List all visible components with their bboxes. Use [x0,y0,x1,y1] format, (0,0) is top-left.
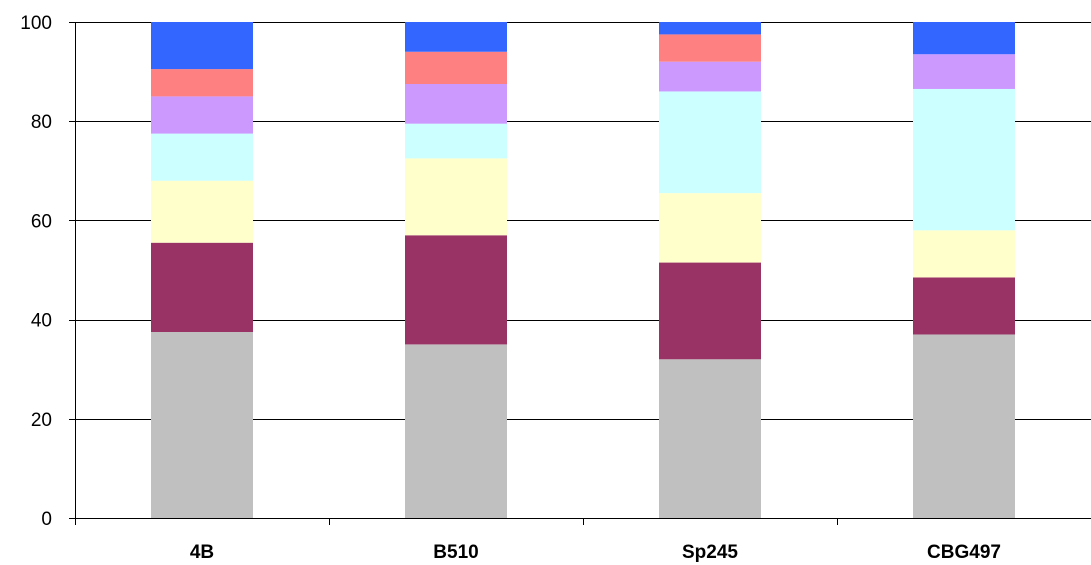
x-category-label: B510 [433,542,478,563]
bar-segment-CBG497-3 [913,88,1015,231]
y-tick-label: 40 [31,311,52,332]
bar-segment-Sp245-3 [659,91,761,194]
bar-segment-Sp245-4 [659,61,761,92]
bar-segment-B510-0 [405,344,507,518]
bar-segment-4B-0 [151,332,253,518]
bar-segment-Sp245-2 [659,193,761,263]
y-tick-label: 20 [31,410,52,431]
axes [69,22,1091,525]
y-tick-label: 0 [41,509,52,530]
bar-segment-CBG497-2 [913,230,1015,278]
bar-segment-4B-4 [151,96,253,134]
bar-segment-4B-5 [151,69,253,97]
bar-segment-CBG497-1 [913,277,1015,335]
bar-segment-Sp245-5 [659,34,761,62]
x-category-label: Sp245 [682,542,738,563]
bar-segment-B510-5 [405,51,507,84]
bar-segment-4B-6 [151,22,253,70]
bars [151,22,1015,518]
bar-segment-4B-1 [151,242,253,332]
bar-segment-4B-2 [151,180,253,243]
y-tick-label: 60 [31,211,52,232]
bar-segment-B510-6 [405,22,507,52]
x-category-label: CBG497 [927,542,1001,563]
bar-segment-B510-3 [405,123,507,159]
y-axis-tick-labels: 0 20 40 60 80 100 [20,13,52,530]
bar-segment-B510-4 [405,84,507,124]
bar-segment-B510-2 [405,158,507,236]
bar-segment-B510-1 [405,235,507,345]
bar-segment-CBG497-6 [913,22,1015,55]
x-category-label: 4B [190,542,214,563]
y-tick-label: 100 [20,13,52,34]
bar-segment-Sp245-6 [659,22,761,35]
bar-segment-4B-3 [151,133,253,181]
bar-segment-CBG497-4 [913,54,1015,89]
y-tick-label: 80 [31,112,52,133]
bar-segment-Sp245-1 [659,262,761,360]
bar-segment-Sp245-0 [659,359,761,518]
bar-segment-CBG497-0 [913,334,1015,518]
x-axis-category-labels: 4B B510 Sp245 CBG497 [190,542,1001,563]
